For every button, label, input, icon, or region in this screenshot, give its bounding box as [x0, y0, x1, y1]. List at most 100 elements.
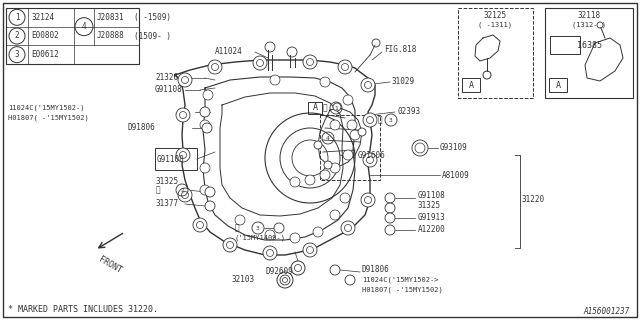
Circle shape	[350, 130, 360, 140]
Circle shape	[340, 193, 350, 203]
Circle shape	[358, 128, 366, 136]
Text: 31325: 31325	[418, 201, 441, 210]
Text: ※: ※	[378, 116, 383, 124]
Circle shape	[270, 75, 280, 85]
Bar	[6, 8, 139, 64]
Circle shape	[338, 60, 352, 74]
Text: ※: ※	[323, 103, 328, 113]
Text: G91606: G91606	[358, 150, 386, 159]
Bar	[308, 102, 322, 114]
Text: 31029: 31029	[392, 77, 415, 86]
Circle shape	[203, 90, 213, 100]
Circle shape	[290, 177, 300, 187]
Text: 21326: 21326	[155, 73, 178, 82]
Text: ( -1509): ( -1509)	[134, 13, 171, 22]
Text: D91806: D91806	[362, 266, 390, 275]
Circle shape	[178, 73, 192, 87]
Text: E00612: E00612	[31, 50, 59, 59]
Text: 2: 2	[180, 188, 184, 193]
Circle shape	[176, 148, 190, 162]
Text: 32124: 32124	[31, 13, 54, 22]
Bar	[458, 8, 533, 98]
Circle shape	[202, 123, 212, 133]
Circle shape	[363, 113, 377, 127]
Text: J20831: J20831	[97, 13, 125, 22]
Circle shape	[363, 153, 377, 167]
Circle shape	[193, 218, 207, 232]
Text: A156001237: A156001237	[584, 308, 630, 316]
Text: G93109: G93109	[440, 143, 468, 153]
Circle shape	[345, 275, 355, 285]
Text: 32103: 32103	[232, 276, 255, 284]
Text: 02393: 02393	[397, 108, 420, 116]
Text: A: A	[468, 81, 474, 90]
Text: J20888: J20888	[97, 31, 125, 41]
Text: * MARKED PARTS INCLUDES 31220.: * MARKED PARTS INCLUDES 31220.	[8, 305, 158, 314]
Circle shape	[205, 201, 215, 211]
Circle shape	[176, 108, 190, 122]
Circle shape	[341, 221, 355, 235]
Bar	[550, 36, 580, 54]
Text: ( -1311): ( -1311)	[479, 22, 513, 28]
Text: 4: 4	[326, 135, 330, 140]
Text: A12200: A12200	[418, 226, 445, 235]
Text: A81009: A81009	[442, 171, 470, 180]
Text: 31220: 31220	[522, 196, 545, 204]
Text: A11024: A11024	[215, 47, 243, 57]
Circle shape	[330, 120, 340, 130]
Text: H01807( -'15MY1502): H01807( -'15MY1502)	[8, 115, 89, 121]
Bar	[320, 115, 380, 180]
Bar	[545, 8, 633, 98]
Bar	[155, 148, 197, 170]
Circle shape	[385, 225, 395, 235]
Circle shape	[343, 150, 353, 160]
Text: FIG.818: FIG.818	[384, 45, 417, 54]
Text: 3: 3	[256, 226, 260, 230]
Text: A: A	[556, 81, 561, 90]
Text: (1312- ): (1312- )	[572, 22, 606, 28]
Bar	[549, 78, 567, 92]
Text: G91108: G91108	[418, 190, 445, 199]
Circle shape	[385, 193, 395, 203]
Text: 1: 1	[334, 106, 338, 110]
Circle shape	[265, 230, 275, 240]
Circle shape	[274, 223, 284, 233]
Text: 31325: 31325	[155, 178, 178, 187]
Text: E00802: E00802	[31, 31, 59, 41]
Circle shape	[330, 265, 340, 275]
Circle shape	[333, 103, 341, 111]
Circle shape	[320, 77, 330, 87]
Circle shape	[320, 170, 330, 180]
Circle shape	[235, 215, 245, 225]
Circle shape	[314, 141, 322, 149]
Text: ※: ※	[235, 223, 239, 233]
Text: 4: 4	[82, 22, 86, 31]
Circle shape	[200, 120, 210, 130]
Circle shape	[223, 238, 237, 252]
Bar	[462, 78, 480, 92]
Text: 3: 3	[15, 50, 19, 59]
Circle shape	[305, 175, 315, 185]
Text: 32118: 32118	[577, 12, 600, 20]
Text: G91108: G91108	[157, 155, 185, 164]
Circle shape	[324, 161, 332, 169]
Circle shape	[330, 163, 340, 173]
Text: 32125: 32125	[484, 12, 507, 20]
Circle shape	[343, 95, 353, 105]
Text: A: A	[312, 103, 317, 113]
Text: 2: 2	[15, 31, 19, 41]
Circle shape	[253, 56, 267, 70]
Circle shape	[361, 193, 375, 207]
Circle shape	[347, 120, 357, 130]
Circle shape	[208, 60, 222, 74]
Circle shape	[200, 185, 210, 195]
Text: 3: 3	[389, 117, 393, 123]
Circle shape	[412, 140, 428, 156]
Text: H01807( -'15MY1502): H01807( -'15MY1502)	[362, 287, 443, 293]
Text: 1: 1	[15, 13, 19, 22]
Text: 11024C('15MY1502->: 11024C('15MY1502->	[362, 277, 438, 283]
Text: 11024C('15MY1502-): 11024C('15MY1502-)	[8, 105, 84, 111]
Circle shape	[303, 55, 317, 69]
Circle shape	[277, 272, 293, 288]
Text: 16385: 16385	[577, 42, 602, 51]
